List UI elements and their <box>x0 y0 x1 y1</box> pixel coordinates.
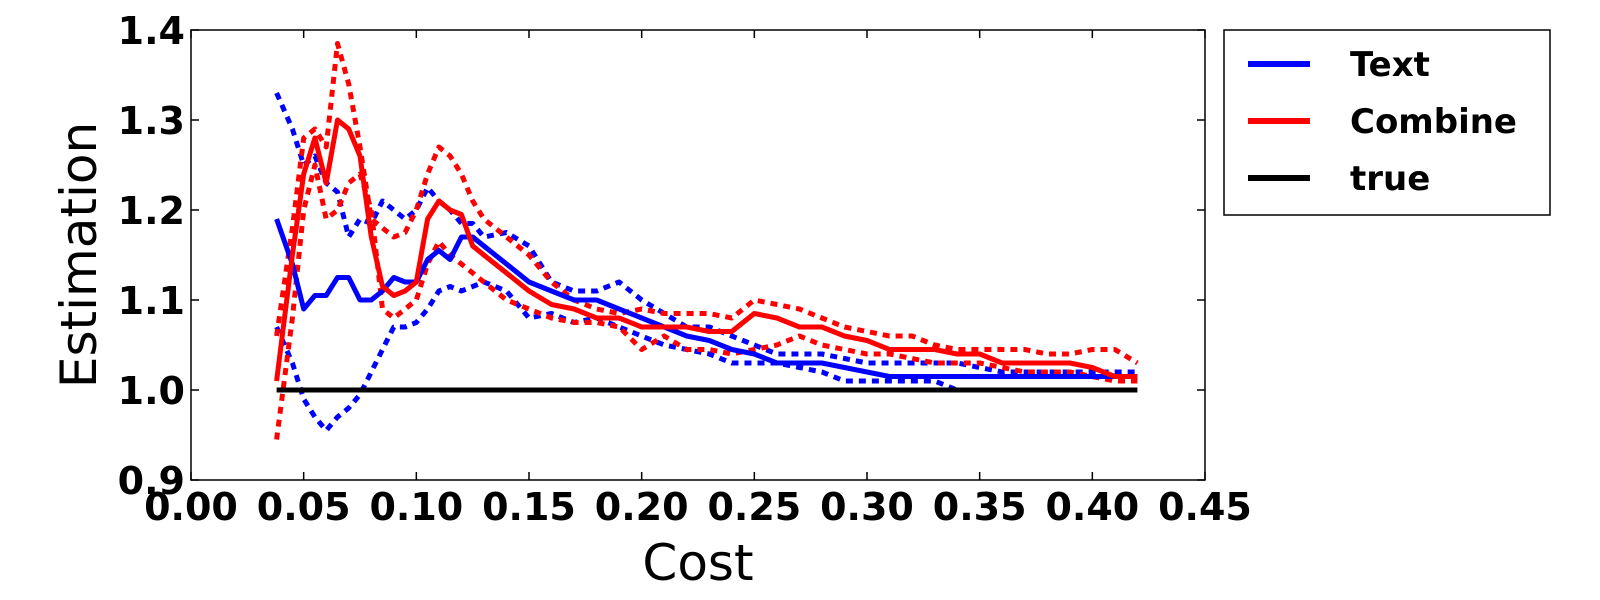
x-tick-label: 0.45 <box>1158 485 1252 529</box>
x-tick-label: 0.40 <box>1045 485 1139 529</box>
y-tick-label: 1.0 <box>118 369 185 413</box>
x-tick-label: 0.20 <box>595 485 689 529</box>
series-line-combine-lower <box>274 162 1138 440</box>
legend-label-combine: Combine <box>1350 102 1517 142</box>
x-axis-title: Cost <box>642 534 753 592</box>
plot-frame <box>190 29 1206 481</box>
y-tick-label: 1.2 <box>118 189 185 233</box>
x-tick-label: 0.35 <box>933 485 1027 529</box>
ticks-layer: 0.00 0.05 0.10 0.15 0.20 0.25 0.30 0.35 0.40 0.45… <box>118 9 1252 529</box>
lines-layer <box>274 41 1139 440</box>
y-tick-label: 1.1 <box>118 279 185 323</box>
y-tick-label: 0.9 <box>118 459 185 503</box>
series-line-text <box>274 218 1138 379</box>
x-tick-label: 0.05 <box>257 485 351 529</box>
legend-label-text: Text <box>1350 45 1430 85</box>
legend-label-true: true <box>1350 159 1430 199</box>
x-tick-label: 0.30 <box>820 485 914 529</box>
x-tick-label: 0.00 <box>144 485 238 529</box>
legend: Text Combine true <box>1223 29 1551 216</box>
x-tick-label: 0.25 <box>707 485 801 529</box>
y-tick-label: 1.4 <box>118 9 185 53</box>
y-tick-label: 1.3 <box>118 99 185 143</box>
x-tick-label: 0.15 <box>482 485 576 529</box>
y-axis-title: Estimation <box>50 122 108 388</box>
x-tick-label: 0.10 <box>369 485 463 529</box>
series-line-combine <box>274 117 1138 382</box>
